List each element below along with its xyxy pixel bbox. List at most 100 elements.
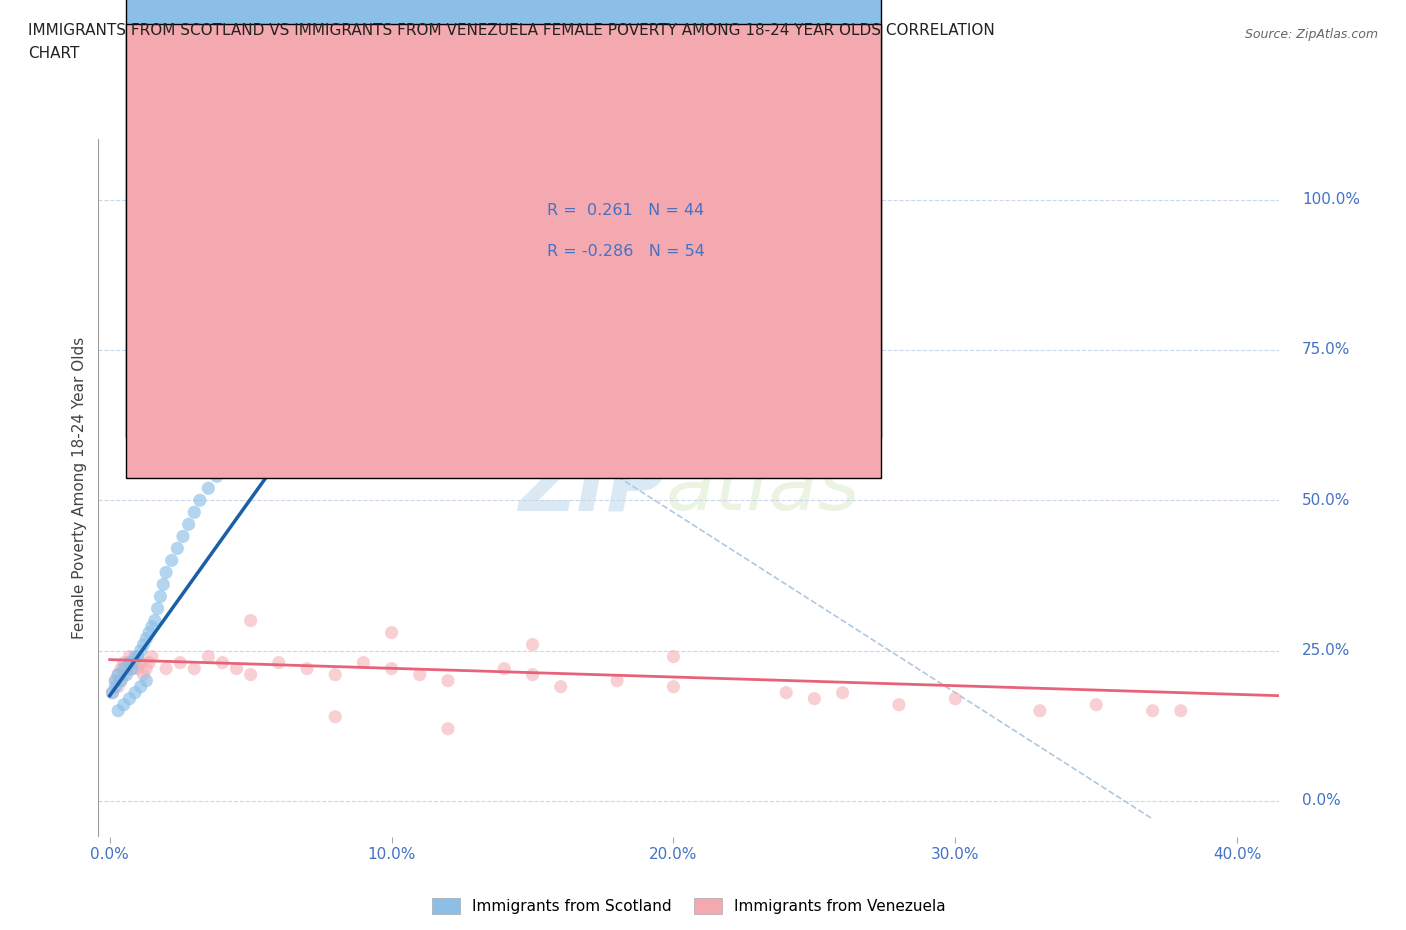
Point	[253, 420, 276, 435]
Point	[141, 649, 163, 664]
Point	[887, 698, 910, 712]
Point	[239, 193, 262, 207]
Point	[1142, 703, 1164, 718]
Text: 75.0%: 75.0%	[1302, 342, 1350, 357]
Point	[177, 517, 200, 532]
Point	[112, 698, 135, 712]
Point	[132, 667, 155, 682]
Point	[107, 667, 129, 682]
Text: ZIP: ZIP	[517, 449, 665, 527]
Point	[245, 193, 267, 207]
Point	[129, 644, 152, 658]
Point	[205, 469, 228, 484]
Point	[115, 667, 138, 682]
Point	[104, 673, 127, 688]
Point	[380, 625, 402, 640]
Point	[1170, 703, 1192, 718]
Point	[169, 656, 191, 671]
Point	[104, 679, 127, 694]
Text: CHART: CHART	[28, 46, 80, 61]
Point	[606, 673, 628, 688]
Point	[110, 673, 132, 688]
Point	[211, 656, 233, 671]
Point	[124, 685, 146, 700]
Point	[380, 661, 402, 676]
Point	[225, 445, 247, 459]
Point	[323, 667, 346, 682]
Point	[160, 553, 183, 568]
Point	[143, 613, 166, 628]
Point	[101, 685, 124, 700]
Point	[112, 656, 135, 671]
Text: R = -0.286   N = 54: R = -0.286 N = 54	[547, 244, 704, 259]
Y-axis label: Female Poverty Among 18-24 Year Olds: Female Poverty Among 18-24 Year Olds	[72, 338, 87, 640]
Point	[197, 481, 219, 496]
Point	[352, 656, 374, 671]
Point	[267, 408, 290, 423]
Point	[217, 457, 239, 472]
Point	[135, 631, 157, 646]
Point	[225, 661, 247, 676]
Point	[267, 656, 290, 671]
Point	[323, 710, 346, 724]
FancyBboxPatch shape	[125, 0, 882, 437]
Text: 50.0%: 50.0%	[1302, 493, 1350, 508]
Point	[155, 661, 177, 676]
Point	[118, 649, 141, 664]
Point	[118, 691, 141, 706]
Point	[124, 649, 146, 664]
Point	[127, 661, 149, 676]
Point	[662, 679, 685, 694]
Text: IMMIGRANTS FROM SCOTLAND VS IMMIGRANTS FROM VENEZUELA FEMALE POVERTY AMONG 18-24: IMMIGRANTS FROM SCOTLAND VS IMMIGRANTS F…	[28, 23, 995, 38]
Point	[107, 679, 129, 694]
Point	[118, 656, 141, 671]
Point	[409, 667, 432, 682]
Point	[662, 649, 685, 664]
Point	[155, 565, 177, 580]
Point	[550, 679, 572, 694]
Point	[138, 656, 160, 671]
Point	[138, 625, 160, 640]
Point	[831, 685, 853, 700]
Point	[146, 601, 169, 616]
Point	[135, 661, 157, 676]
Point	[494, 661, 516, 676]
Point	[121, 661, 143, 676]
Point	[239, 432, 262, 447]
Point	[127, 649, 149, 664]
Point	[183, 505, 205, 520]
Point	[115, 661, 138, 676]
Point	[183, 661, 205, 676]
FancyBboxPatch shape	[453, 178, 818, 283]
Text: 25.0%: 25.0%	[1302, 644, 1350, 658]
Point	[127, 649, 149, 664]
Point	[437, 722, 460, 737]
Point	[129, 656, 152, 671]
Point	[775, 685, 797, 700]
Point	[188, 493, 211, 508]
Text: 0.0%: 0.0%	[1302, 793, 1341, 808]
Point	[239, 613, 262, 628]
Point	[141, 619, 163, 634]
Point	[522, 637, 544, 652]
Point	[250, 193, 273, 207]
Point	[107, 667, 129, 682]
Point	[149, 589, 172, 604]
Point	[112, 667, 135, 682]
Point	[152, 577, 174, 591]
Point	[110, 661, 132, 676]
Point	[211, 463, 233, 478]
Point	[239, 667, 262, 682]
FancyBboxPatch shape	[125, 24, 882, 478]
Point	[803, 691, 825, 706]
Point	[166, 541, 188, 556]
Point	[107, 703, 129, 718]
Text: 100.0%: 100.0%	[1302, 193, 1360, 207]
Point	[1085, 698, 1108, 712]
Point	[437, 673, 460, 688]
Point	[1029, 703, 1052, 718]
Legend: Immigrants from Scotland, Immigrants from Venezuela: Immigrants from Scotland, Immigrants fro…	[426, 892, 952, 920]
Text: R =  0.261   N = 44: R = 0.261 N = 44	[547, 203, 704, 219]
Point	[104, 673, 127, 688]
Point	[522, 667, 544, 682]
